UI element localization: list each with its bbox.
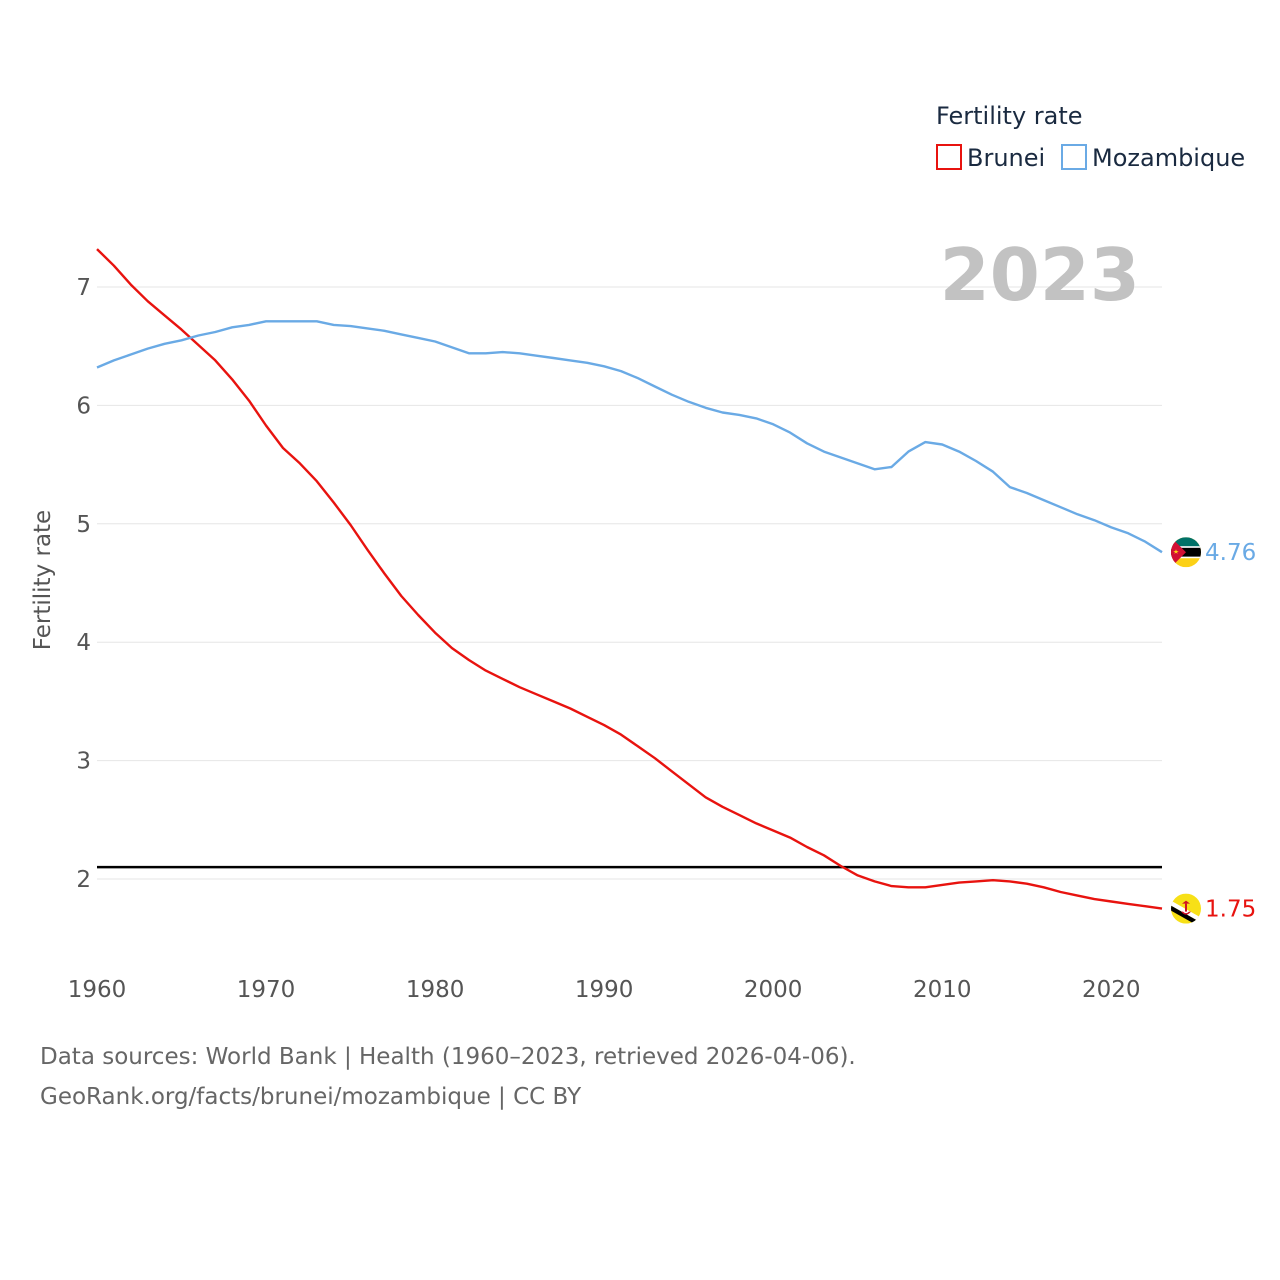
year-label: 2023 [940, 233, 1140, 317]
y-tick-label: 4 [76, 630, 91, 656]
y-tick-label: 2 [76, 867, 91, 893]
legend: Fertility rate Brunei Mozambique [936, 102, 1245, 172]
x-tick-label: 2000 [744, 977, 803, 1003]
brunei-end-value: 1.75 [1205, 897, 1256, 923]
source-url-credit[interactable]: GeoRank.org/facts/brunei/mozambique | CC… [40, 1084, 582, 1110]
x-tick-label: 1960 [68, 977, 127, 1003]
mozambique-flag-icon [1171, 537, 1201, 568]
legend-swatch-mozambique[interactable] [1061, 144, 1087, 170]
y-axis-title: Fertility rate [30, 510, 56, 650]
mozambique-end-value: 4.76 [1205, 540, 1256, 566]
fertility-rate-chart: 2 3 4 5 6 7 1960 1970 1980 1990 2000 2010 2020 Fert… [30, 102, 1256, 1003]
x-tick-label: 2010 [913, 977, 972, 1003]
gridlines [97, 286, 1162, 880]
legend-title: Fertility rate [936, 102, 1083, 130]
legend-label-mozambique[interactable]: Mozambique [1092, 144, 1245, 172]
y-tick-label: 3 [76, 749, 91, 775]
x-tick-label: 1990 [575, 977, 634, 1003]
x-axis-ticks: 1960 1970 1980 1990 2000 2010 2020 [68, 977, 1141, 1003]
brunei-flag-icon [1171, 893, 1201, 924]
y-tick-label: 7 [76, 275, 91, 301]
y-tick-label: 6 [76, 393, 91, 419]
data-source-note: Data sources: World Bank | Health (1960–… [40, 1044, 856, 1070]
y-tick-label: 5 [76, 512, 91, 538]
series-lines [96, 248, 1163, 910]
x-tick-label: 1970 [237, 977, 296, 1003]
legend-swatch-brunei[interactable] [936, 144, 962, 170]
legend-label-brunei[interactable]: Brunei [967, 144, 1045, 172]
y-axis-ticks: 2 3 4 5 6 7 [76, 275, 91, 893]
series-line-mozambique[interactable] [96, 320, 1163, 554]
x-tick-label: 2020 [1082, 977, 1141, 1003]
x-tick-label: 1980 [406, 977, 465, 1003]
series-line-brunei[interactable] [96, 248, 1163, 910]
